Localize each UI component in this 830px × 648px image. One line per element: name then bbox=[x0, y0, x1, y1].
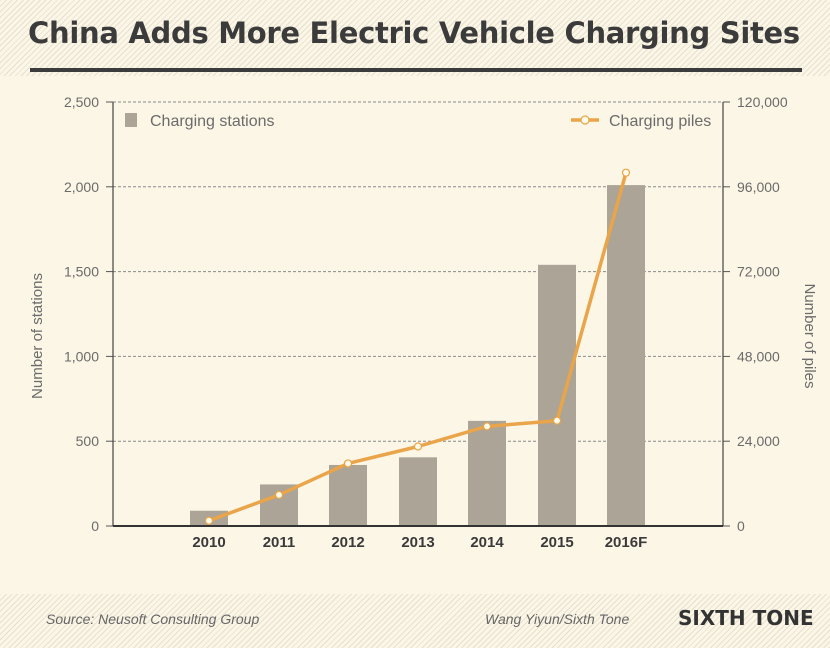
credit-note: Wang Yiyun/Sixth Tone bbox=[485, 611, 630, 627]
legend-line-marker bbox=[580, 115, 590, 125]
x-tick-label: 2011 bbox=[263, 534, 296, 551]
station-bar bbox=[329, 464, 367, 526]
x-tick-label: 2010 bbox=[192, 534, 225, 551]
x-tick-label: 2015 bbox=[540, 534, 573, 551]
station-bar bbox=[538, 264, 576, 526]
chart-title: China Adds More Electric Vehicle Chargin… bbox=[28, 16, 800, 50]
y2-tick-label: 72,000 bbox=[737, 264, 780, 280]
legend-bar-swatch bbox=[125, 113, 137, 127]
piles-point bbox=[343, 459, 353, 468]
footer-background bbox=[0, 594, 830, 648]
y-tick-label: 2,000 bbox=[64, 179, 99, 195]
y2-tick-label: 96,000 bbox=[737, 179, 780, 195]
y-axis-title: Number of stations bbox=[29, 273, 46, 399]
station-bar bbox=[399, 457, 437, 526]
piles-point bbox=[621, 168, 631, 177]
y-tick-label: 1,500 bbox=[64, 264, 99, 280]
y-tick-label: 2,500 bbox=[64, 94, 99, 110]
x-tick-label: 2012 bbox=[331, 534, 364, 551]
y-tick-label: 500 bbox=[76, 433, 100, 449]
x-tick-label: 2014 bbox=[470, 534, 504, 551]
x-tick-label: 2013 bbox=[401, 534, 434, 551]
y2-tick-label: 48,000 bbox=[737, 348, 780, 364]
brand-logo: SIXTH TONE bbox=[678, 606, 814, 630]
piles-point bbox=[552, 416, 562, 425]
station-bar bbox=[607, 185, 645, 526]
legend-bar-label: Charging stations bbox=[150, 113, 275, 130]
y-tick-label: 1,000 bbox=[64, 348, 99, 364]
legend-line-label: Charging piles bbox=[609, 113, 711, 130]
y2-tick-label: 120,000 bbox=[737, 94, 788, 110]
station-bar bbox=[468, 420, 506, 526]
y2-tick-label: 24,000 bbox=[737, 433, 780, 449]
source-note: Source: Neusoft Consulting Group bbox=[46, 611, 260, 627]
x-tick-label: 2016F bbox=[605, 534, 648, 551]
header-background bbox=[0, 0, 830, 76]
piles-point bbox=[204, 516, 214, 525]
y-tick-label: 0 bbox=[91, 518, 99, 534]
y2-tick-label: 0 bbox=[737, 518, 745, 534]
piles-point bbox=[413, 442, 423, 451]
piles-point bbox=[482, 422, 492, 431]
y2-axis-title: Number of piles bbox=[801, 283, 818, 388]
title-divider bbox=[30, 68, 802, 72]
piles-point bbox=[274, 490, 284, 500]
